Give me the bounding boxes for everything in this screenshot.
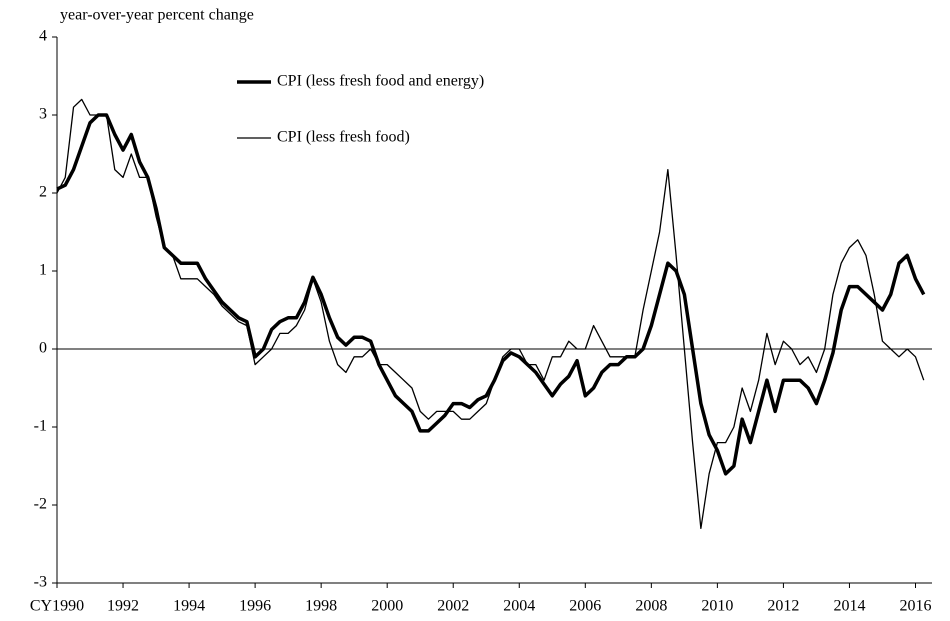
x-tick-label: 2006 bbox=[569, 598, 601, 615]
y-tick-label: 0 bbox=[39, 340, 47, 357]
x-tick-label: 1992 bbox=[107, 598, 139, 615]
x-tick-label: 2000 bbox=[371, 598, 403, 615]
x-tick-label: CY1990 bbox=[30, 598, 84, 615]
y-tick-label: 3 bbox=[39, 106, 47, 123]
series-line bbox=[56, 113, 926, 476]
y-tick-label: -2 bbox=[34, 496, 47, 513]
x-tick-label: 2012 bbox=[767, 598, 799, 615]
y-tick-label: -1 bbox=[34, 418, 47, 435]
x-tick-label: 1996 bbox=[239, 598, 271, 615]
legend-label: CPI (less fresh food) bbox=[277, 129, 410, 146]
y-tick-label: 1 bbox=[39, 262, 47, 279]
y-axis-label: year-over-year percent change bbox=[60, 7, 254, 24]
y-tick-label: 2 bbox=[39, 184, 47, 201]
y-tick-label: -3 bbox=[34, 574, 47, 591]
x-tick-label: 2010 bbox=[701, 598, 733, 615]
legend-label: CPI (less fresh food and energy) bbox=[277, 73, 484, 90]
x-tick-label: 2016 bbox=[899, 598, 931, 615]
x-tick-label: 2014 bbox=[833, 598, 865, 615]
series-line bbox=[56, 98, 925, 530]
y-tick-label: 4 bbox=[39, 28, 47, 45]
x-tick-label: 1994 bbox=[173, 598, 205, 615]
x-tick-label: 2008 bbox=[635, 598, 667, 615]
x-tick-label: 2004 bbox=[503, 598, 535, 615]
x-tick-label: 1998 bbox=[305, 598, 337, 615]
x-tick-label: 2002 bbox=[437, 598, 469, 615]
